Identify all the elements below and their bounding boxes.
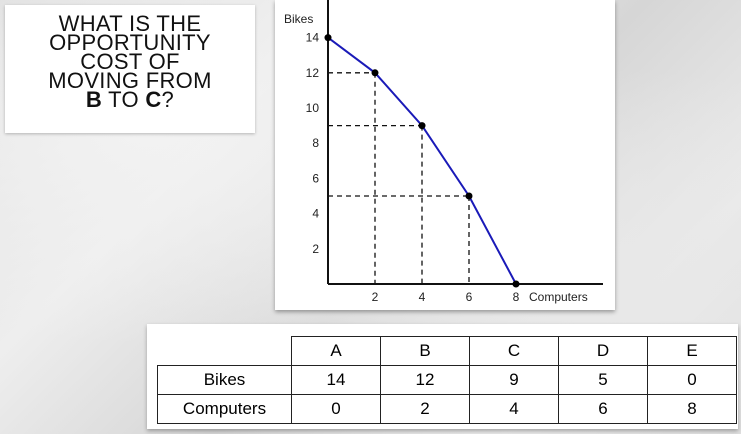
y-tick-label: 4 [312,207,319,221]
table-header: E [647,336,737,366]
ppf-chart: 2 4 6 8 2 4 6 8 10 12 14 Computers Bikes [284,0,603,304]
data-point [512,280,520,288]
table-header: A [291,336,381,366]
table-cell: 6 [558,394,648,424]
ppf-table: A B C D E Bikes 14 12 9 5 0 Computers 0 … [157,336,737,424]
question-box: WHAT IS THE OPPORTUNITY COST OF MOVING F… [5,5,255,133]
table-cell: 12 [380,365,470,395]
table-cell: 9 [469,365,559,395]
row-label: Computers [157,394,292,424]
table-box: A B C D E Bikes 14 12 9 5 0 Computers 0 … [147,324,738,429]
table-row: Bikes 14 12 9 5 0 [157,365,737,395]
y-tick-label: 10 [306,101,320,115]
x-tick-label: 8 [513,290,520,304]
question-mark: ? [161,87,175,112]
question-line: MOVING FROM [48,68,212,93]
y-axis-label: Bikes [284,12,313,26]
y-tick-label: 12 [306,66,320,80]
table-header: B [380,336,470,366]
question-line: WHAT IS THE [58,11,202,36]
table-cell: 5 [558,365,648,395]
table-header: C [469,336,559,366]
x-tick-label: 4 [419,290,426,304]
table-corner [157,336,292,366]
data-point [371,69,379,77]
x-tick-label: 2 [372,290,379,304]
table-header: D [558,336,648,366]
data-point [324,34,332,42]
table-cell: 14 [291,365,381,395]
table-cell: 0 [647,365,737,395]
table-cell: 4 [469,394,559,424]
point-b: B [85,87,103,112]
table-cell: 0 [291,394,381,424]
table-cell: 8 [647,394,737,424]
table-header-row: A B C D E [157,336,737,366]
data-point [418,122,426,130]
question-line: OPPORTUNITY [49,30,211,55]
x-tick-label: 6 [466,290,473,304]
table-row: Computers 0 2 4 6 8 [157,394,737,424]
question-line: B TO C? [5,87,255,112]
y-tick-label: 2 [312,242,319,256]
table-cell: 2 [380,394,470,424]
y-tick-label: 6 [312,171,319,185]
y-tick-label: 14 [306,31,320,45]
row-label: Bikes [157,365,292,395]
x-axis-label: Computers [529,290,588,304]
data-point [465,192,473,200]
y-tick-label: 8 [312,136,319,150]
point-c: C [145,87,162,112]
to-word: TO [108,87,139,112]
chart-box: 2 4 6 8 2 4 6 8 10 12 14 Computers Bikes [275,0,615,310]
question-line: COST OF [80,49,180,74]
